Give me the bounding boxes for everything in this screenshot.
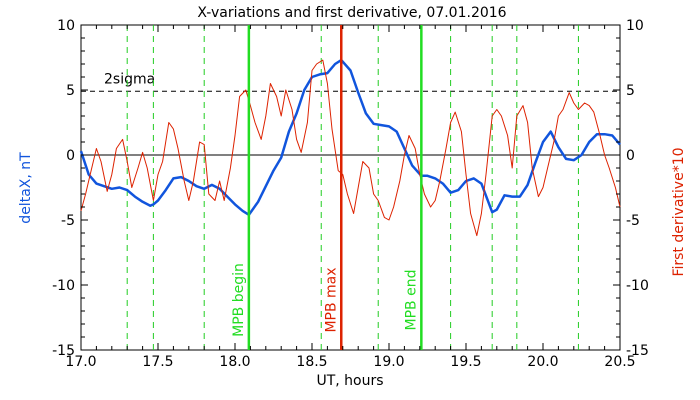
derivative-series-line [80,59,621,237]
y-tick-label-left: 10 [57,18,75,34]
y-axis-label-left: deltaX, nT [18,152,34,224]
y-tick-label-left: -5 [61,213,75,229]
plot-frame [80,24,621,351]
y-tick-label-right: -15 [626,343,649,359]
y-tick-label-left: -10 [52,278,75,294]
deltax-series-line [79,58,621,217]
x-tick-label: 18.0 [219,354,250,370]
x-tick-label: 18.5 [296,354,327,370]
x-tick-label: 17.5 [142,354,173,370]
y-tick-label-left: 5 [66,83,75,99]
x-tick-label: 19.0 [373,354,404,370]
marker-label: MPB begin [231,263,247,337]
y-axis-label-right: First derivative*10 [671,147,687,276]
y-tick-label-left: 0 [66,148,75,164]
marker-label: MPB max [323,267,339,332]
marker-label: MPB end [403,270,419,331]
chart-title: X-variations and first derivative, 07.01… [197,5,506,21]
y-tick-label-left: -15 [52,343,75,359]
x-tick-label: 20.0 [527,354,558,370]
x-tick-label: 20.5 [604,354,635,370]
y-tick-label-right: 0 [626,148,635,164]
y-tick-label-right: -5 [626,213,640,229]
y-tick-label-right: 10 [626,18,644,34]
x-axis-label: UT, hours [316,373,383,389]
threshold-label: 2sigma [104,71,155,87]
x-tick-label: 19.5 [450,354,481,370]
y-tick-label-right: -10 [626,278,649,294]
y-tick-label-right: 5 [626,83,635,99]
x-tick-label: 17.0 [65,354,96,370]
